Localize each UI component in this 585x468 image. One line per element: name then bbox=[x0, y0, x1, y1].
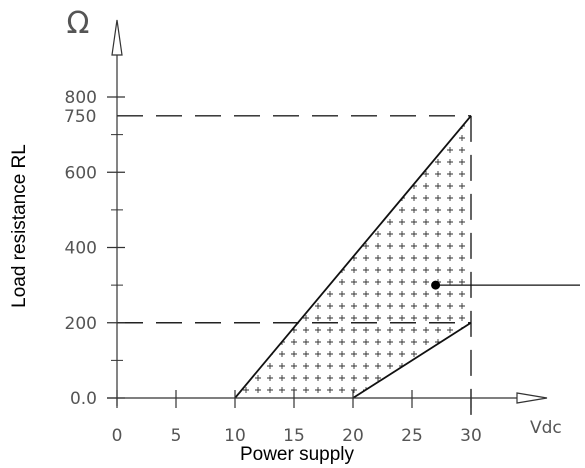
x-tick-label-4: 20 bbox=[342, 426, 364, 446]
y-tick-label-2: 400 bbox=[65, 239, 97, 259]
x-tick-label-0: 0 bbox=[112, 426, 123, 446]
x-axis-title: Power supply bbox=[240, 444, 355, 465]
region-lower-boundary bbox=[352, 321, 472, 399]
y-tick-label-0: 0.0 bbox=[70, 389, 97, 409]
x-ticks: 0 5 10 15 20 25 30 bbox=[112, 390, 482, 446]
y-minor-ticks bbox=[111, 134, 123, 361]
x-axis-arrow-icon bbox=[516, 392, 548, 404]
x-tick-label-1: 5 bbox=[171, 426, 182, 446]
y-tick-label-1: 200 bbox=[65, 314, 97, 334]
x-tick-label-3: 15 bbox=[283, 426, 305, 446]
x-tick-label-5: 25 bbox=[401, 426, 423, 446]
y-tick-label-4: 800 bbox=[65, 88, 97, 108]
y-tick-label-3: 600 bbox=[65, 163, 97, 183]
x-tick-label-2: 10 bbox=[224, 426, 246, 446]
y-unit-label: Ω bbox=[67, 6, 90, 41]
x-unit-label: Vdc bbox=[530, 418, 562, 438]
region-upper-boundary bbox=[234, 115, 472, 399]
y-tick-label-750: 750 bbox=[64, 107, 96, 127]
annotation-marker bbox=[431, 280, 441, 290]
x-tick-label-6: 30 bbox=[460, 426, 482, 446]
y-axis-title: Load resistance RL bbox=[9, 144, 30, 308]
y-axis-arrow-icon bbox=[111, 19, 123, 56]
